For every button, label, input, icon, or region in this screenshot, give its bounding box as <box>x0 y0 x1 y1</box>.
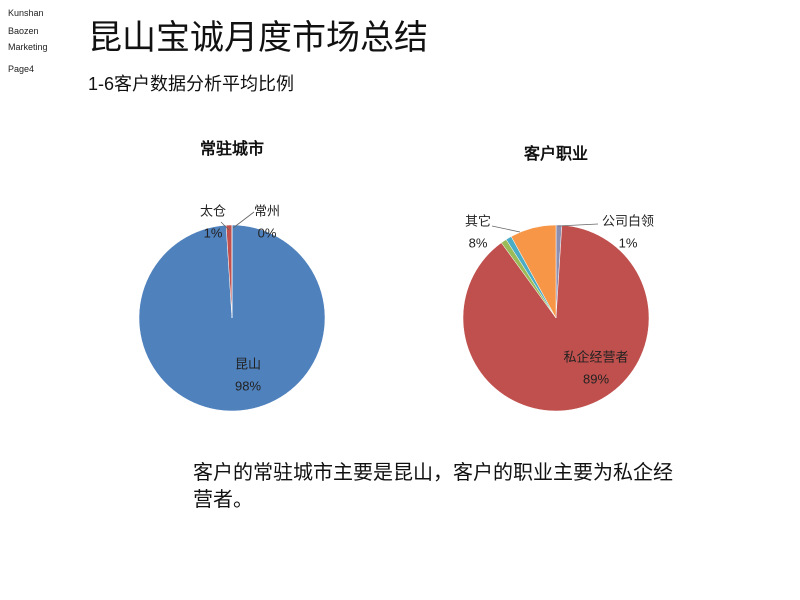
slide-subtitle: 1-6客户数据分析平均比例 <box>88 74 295 94</box>
pie-slice <box>462 224 650 412</box>
summary-text: 客户的常驻城市主要是昆山，客户的职业主要为私企经营者。 <box>193 462 673 511</box>
side-label: Kunshan <box>8 8 44 18</box>
value-label: 98% <box>235 378 261 393</box>
side-label: Page4 <box>8 64 35 74</box>
slice-label: 私企经营者 <box>563 349 628 364</box>
leader-line <box>220 221 230 231</box>
value-label: 0% <box>258 225 277 240</box>
slice-label: 公司白领 <box>602 213 654 228</box>
pie-slice <box>510 224 557 319</box>
leader-line <box>491 225 521 233</box>
slice-label: 其它 <box>465 213 491 228</box>
leader-line <box>557 223 599 227</box>
slice-label: 太仓 <box>200 203 226 218</box>
value-label: 1% <box>204 225 223 240</box>
chart-title: 客户职业 <box>524 144 588 163</box>
value-label: 8% <box>469 235 488 250</box>
slice-label: 常州 <box>254 203 280 218</box>
chart-title: 常驻城市 <box>200 139 264 158</box>
side-label: Marketing <box>8 42 48 52</box>
value-label: 1% <box>619 235 638 250</box>
side-label: Baozen <box>8 26 39 36</box>
leader-line <box>232 211 255 229</box>
value-label: 89% <box>583 371 609 386</box>
slice-label: 昆山 <box>235 356 261 371</box>
slide-title: 昆山宝诚月度市场总结 <box>88 19 428 57</box>
